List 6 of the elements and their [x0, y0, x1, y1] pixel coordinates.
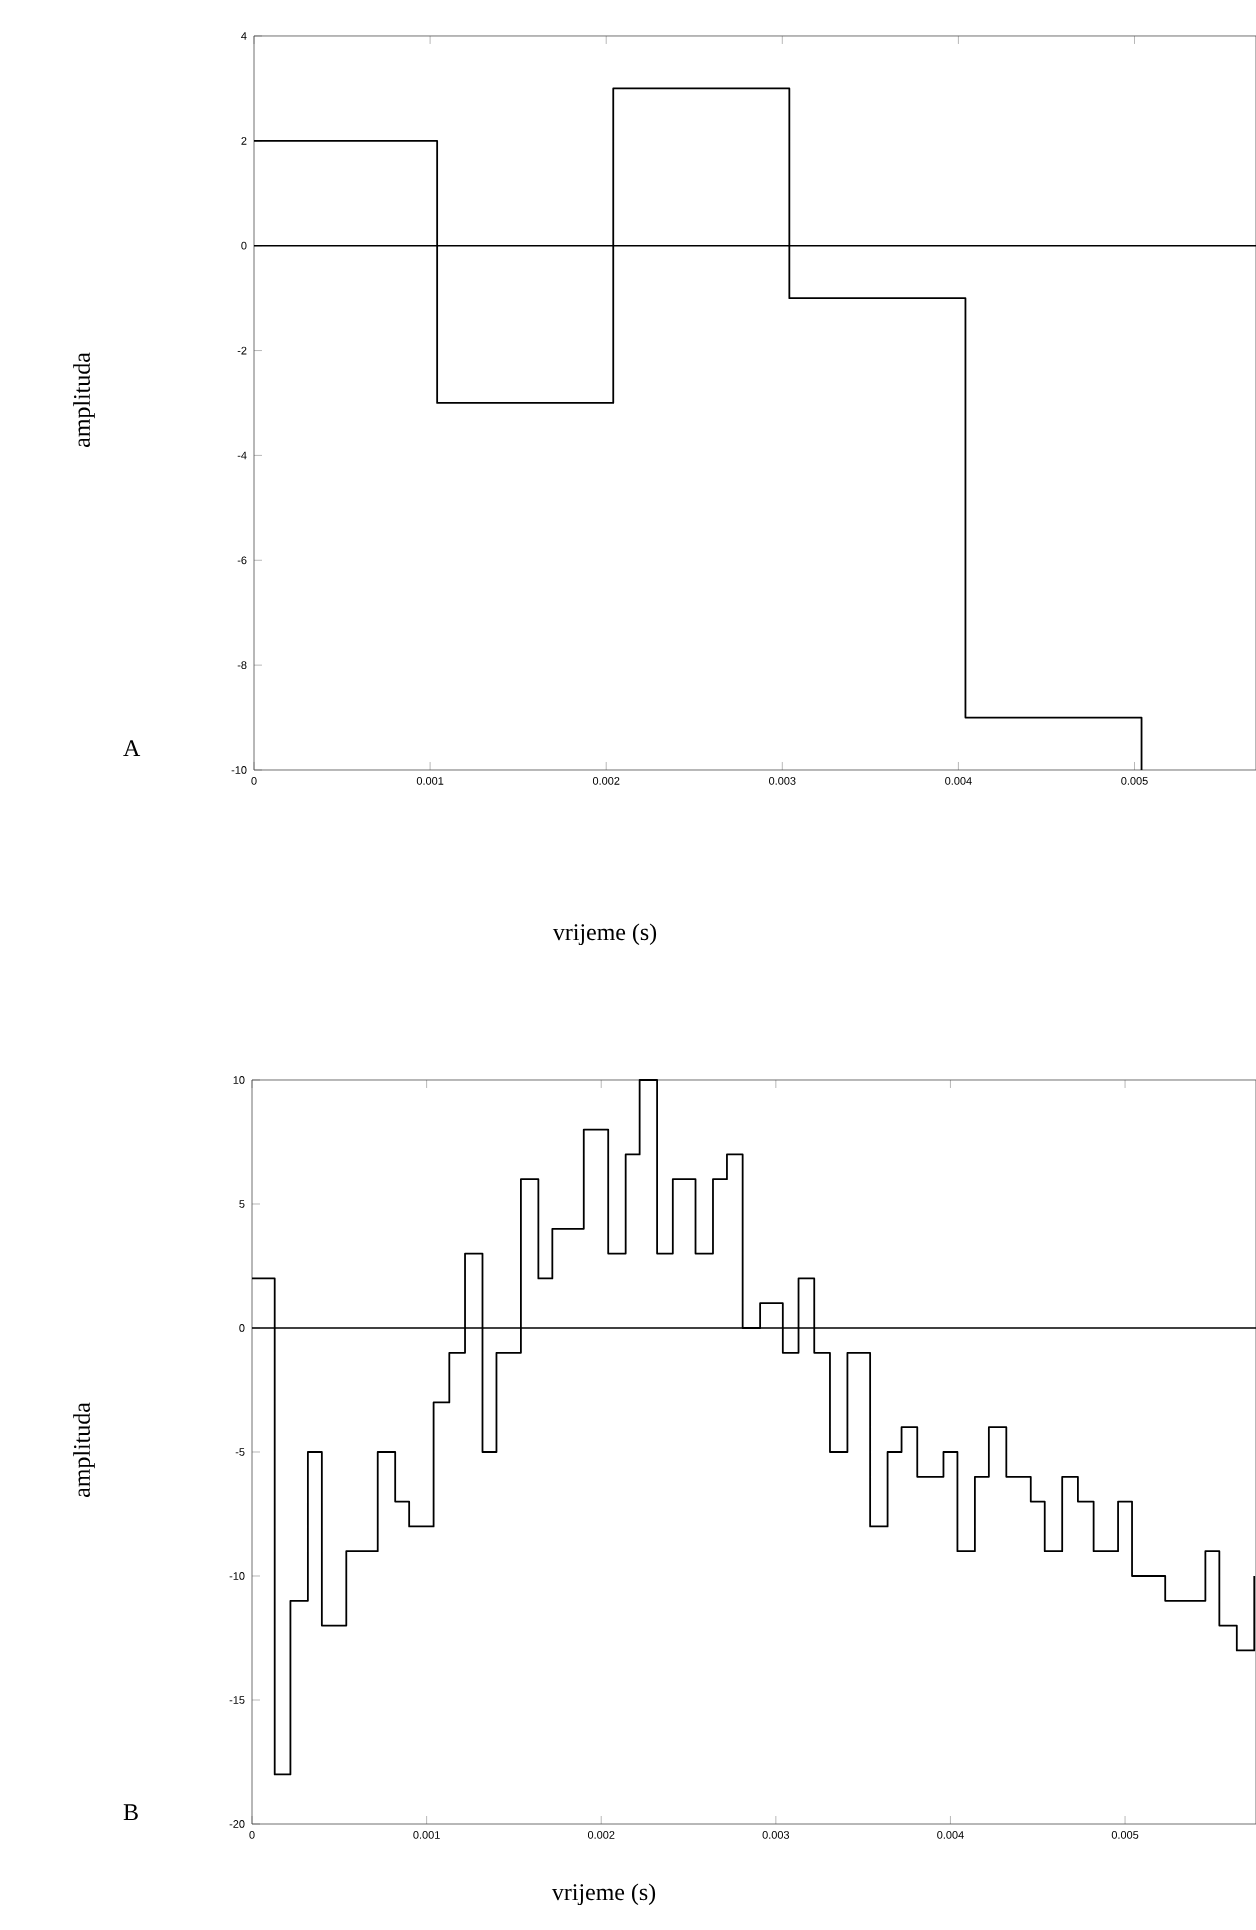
x-axis-title: vrijeme (s) — [552, 923, 657, 946]
text: A — [123, 740, 141, 756]
x-axis-title: vrijeme (s) — [551, 1883, 656, 1906]
y-axis-title: amplituda — [73, 352, 95, 447]
text: B — [123, 1804, 138, 1821]
y-axis-title: amplituda — [73, 1402, 95, 1497]
